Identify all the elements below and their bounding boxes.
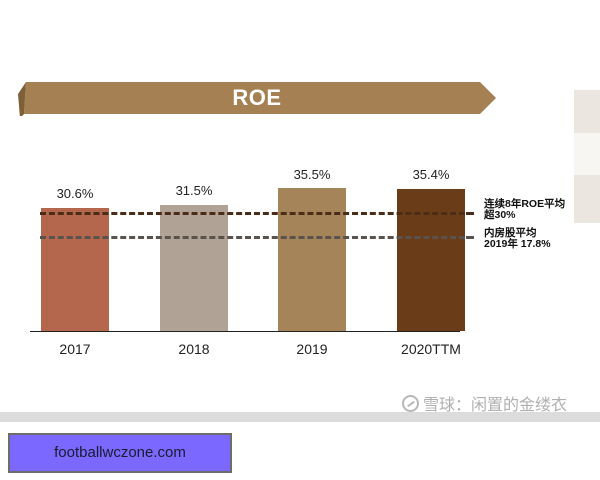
x-tick-label-2018: 2018 xyxy=(178,341,210,357)
bar-2020ttm xyxy=(397,189,465,331)
chart-canvas: ROE 30.6% 31.5% 35.5% 35.4% 连续8年ROE平均 超3… xyxy=(0,0,600,412)
value-label-2019: 35.5% xyxy=(293,167,331,182)
watermark-text: 雪球：闲置的金缕衣 xyxy=(423,397,568,414)
reference-line-sector-avg xyxy=(40,236,465,239)
reference-label-line: 内房股平均 xyxy=(484,227,537,239)
banner-arrow-shape xyxy=(18,82,496,116)
side-panel-block xyxy=(574,175,600,223)
reference-label-line: 超30% xyxy=(484,209,516,221)
reference-label-roe-8yr-avg: 连续8年ROE平均 超30% xyxy=(484,199,565,221)
reference-label-sector-avg: 内房股平均 2019年 17.8% xyxy=(484,228,551,250)
xueqiu-logo-icon xyxy=(402,394,419,412)
side-panel-block xyxy=(574,90,600,133)
bottom-divider-bar xyxy=(0,412,600,422)
x-axis-line xyxy=(30,331,460,332)
reference-label-line: 2019年 17.8% xyxy=(484,238,551,250)
reference-tick xyxy=(466,236,474,239)
reference-label-line: 连续8年ROE平均 xyxy=(484,198,566,210)
x-tick-label-2020ttm: 2020TTM xyxy=(401,341,461,357)
x-tick-label-2017: 2017 xyxy=(59,341,91,357)
side-panel-block xyxy=(574,133,600,175)
bar-2017 xyxy=(41,208,109,331)
site-link-badge[interactable]: footballwczone.com xyxy=(8,433,232,473)
reference-tick xyxy=(466,212,474,215)
title-banner: ROE xyxy=(18,82,496,116)
bar-2018 xyxy=(160,205,228,331)
value-label-2017: 30.6% xyxy=(56,186,94,201)
watermark: 雪球：闲置的金缕衣 xyxy=(402,391,567,415)
chart-title: ROE xyxy=(232,85,282,110)
reference-line-roe-8yr-avg xyxy=(40,212,465,215)
bar-2019 xyxy=(278,188,346,331)
value-label-2020ttm: 35.4% xyxy=(412,167,450,182)
value-label-2018: 31.5% xyxy=(175,183,213,198)
x-tick-label-2019: 2019 xyxy=(296,341,328,357)
